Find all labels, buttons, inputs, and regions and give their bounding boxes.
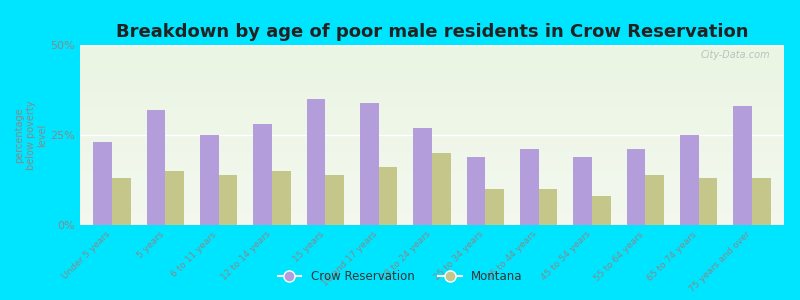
- Bar: [254, 124, 272, 225]
- Bar: [752, 178, 770, 225]
- Bar: [306, 99, 326, 225]
- Bar: [166, 171, 184, 225]
- Bar: [146, 110, 166, 225]
- Bar: [698, 178, 718, 225]
- Bar: [574, 157, 592, 225]
- Bar: [272, 171, 290, 225]
- Bar: [200, 135, 218, 225]
- Bar: [360, 103, 378, 225]
- Bar: [326, 175, 344, 225]
- Bar: [734, 106, 752, 225]
- Bar: [646, 175, 664, 225]
- Bar: [486, 189, 504, 225]
- Title: Breakdown by age of poor male residents in Crow Reservation: Breakdown by age of poor male residents …: [116, 23, 748, 41]
- Bar: [414, 128, 432, 225]
- Bar: [94, 142, 112, 225]
- Bar: [592, 196, 610, 225]
- Bar: [626, 149, 646, 225]
- Bar: [218, 175, 238, 225]
- Y-axis label: percentage
below poverty
level: percentage below poverty level: [14, 100, 48, 170]
- Text: City-Data.com: City-Data.com: [700, 50, 770, 60]
- Bar: [378, 167, 398, 225]
- Bar: [520, 149, 538, 225]
- Bar: [432, 153, 450, 225]
- Legend: Crow Reservation, Montana: Crow Reservation, Montana: [273, 266, 527, 288]
- Bar: [538, 189, 558, 225]
- Bar: [680, 135, 698, 225]
- Bar: [112, 178, 130, 225]
- Bar: [466, 157, 486, 225]
